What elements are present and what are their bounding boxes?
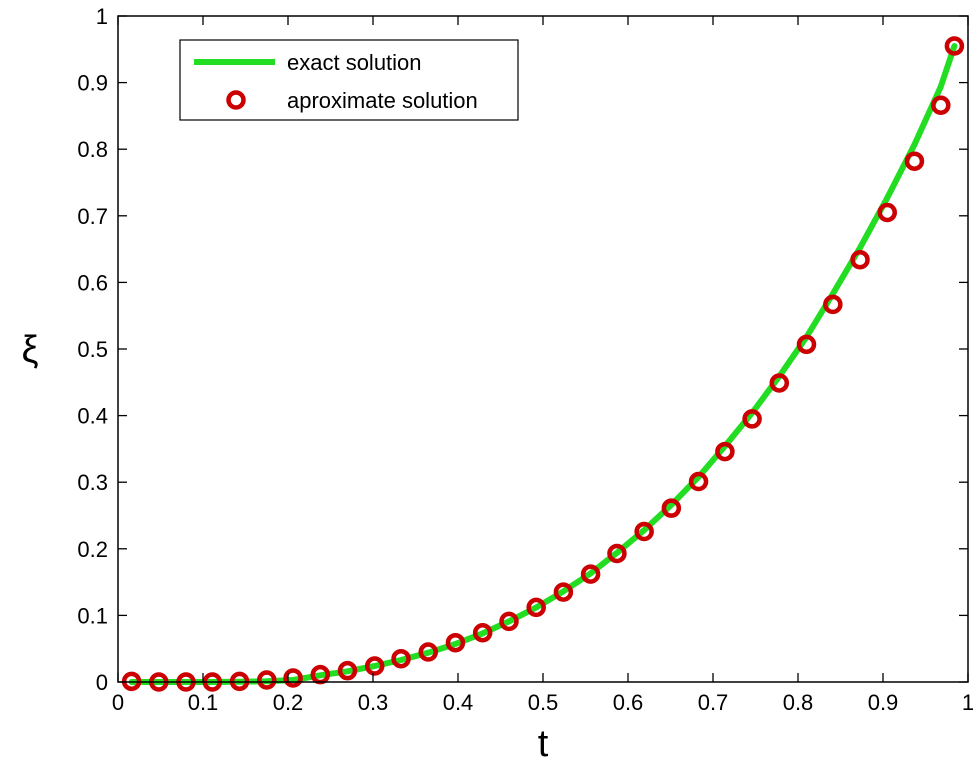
data-point-aproximate-solution (283, 668, 303, 688)
data-point-aproximate-solution (337, 660, 358, 681)
data-point-aproximate-solution (364, 656, 385, 676)
data-point-aproximate-solution (607, 543, 627, 564)
y-tick-label: 0.1 (77, 603, 108, 628)
axes-box (117, 15, 969, 683)
data-point-aproximate-solution (257, 670, 277, 690)
data-point-aproximate-solution (445, 632, 466, 653)
x-tick-label: 0.1 (188, 690, 219, 715)
data-point-aproximate-solution (553, 582, 574, 602)
x-tick-label: 0.8 (783, 690, 814, 715)
data-point-aproximate-solution (688, 471, 709, 492)
x-tick-label: 0.4 (443, 690, 474, 715)
data-point-aproximate-solution (877, 202, 897, 223)
data-point-aproximate-solution (944, 36, 965, 56)
data-point-aproximate-solution (904, 151, 925, 171)
y-tick-label: 0.8 (77, 137, 108, 162)
data-point-aproximate-solution (715, 441, 735, 462)
data-point-aproximate-solution (634, 521, 654, 542)
y-tick-label: 0.7 (77, 204, 108, 229)
x-tick-label: 0 (112, 690, 124, 715)
y-axis-label: ξ (21, 329, 38, 371)
data-point-aproximate-solution (580, 564, 601, 584)
y-tick-label: 1 (96, 4, 108, 29)
x-tick-label: 0.5 (528, 690, 559, 715)
y-tick-label: 0.6 (77, 270, 108, 295)
data-point-aproximate-solution (499, 611, 519, 632)
data-point-aproximate-solution (931, 95, 951, 115)
x-tick-label: 0.9 (868, 690, 899, 715)
legend-marker-swatch (226, 90, 246, 110)
y-tick-label: 0.4 (77, 404, 108, 429)
y-tick-label: 0.9 (77, 71, 108, 96)
legend-label-aproximate-solution: aproximate solution (287, 88, 478, 113)
data-point-aproximate-solution (742, 409, 762, 429)
y-tick-label: 0.5 (77, 337, 108, 362)
x-tick-label: 1 (962, 690, 974, 715)
x-tick-label: 0.3 (358, 690, 389, 715)
data-point-aproximate-solution (796, 334, 817, 355)
data-point-aproximate-solution (850, 250, 870, 270)
x-axis-label: t (538, 723, 549, 765)
legend: exact solution aproximate solution (179, 39, 519, 121)
legend-label-exact-solution: exact solution (287, 50, 422, 75)
data-point-aproximate-solution (472, 622, 493, 643)
data-point-aproximate-solution (418, 642, 438, 662)
plot-marks (121, 36, 965, 692)
data-point-aproximate-solution (769, 373, 790, 393)
x-tick-label: 0.6 (613, 690, 644, 715)
x-tick-label: 0.2 (273, 690, 304, 715)
x-tick-label: 0.7 (698, 690, 729, 715)
y-tick-label: 0.3 (77, 470, 108, 495)
y-tick-label: 0.2 (77, 537, 108, 562)
y-tick-label: 0 (96, 670, 108, 695)
axis-ticks: 0 0.1 0.2 0.3 0.4 0.5 0.6 0.7 0.8 0.9 1 0 0.1 0.2 0.3 0… (77, 4, 974, 715)
data-point-aproximate-solution (526, 597, 546, 618)
data-point-aproximate-solution (391, 648, 411, 669)
series-line-exact-solution (128, 43, 958, 685)
data-point-aproximate-solution (661, 498, 682, 518)
data-point-aproximate-solution (823, 294, 843, 315)
